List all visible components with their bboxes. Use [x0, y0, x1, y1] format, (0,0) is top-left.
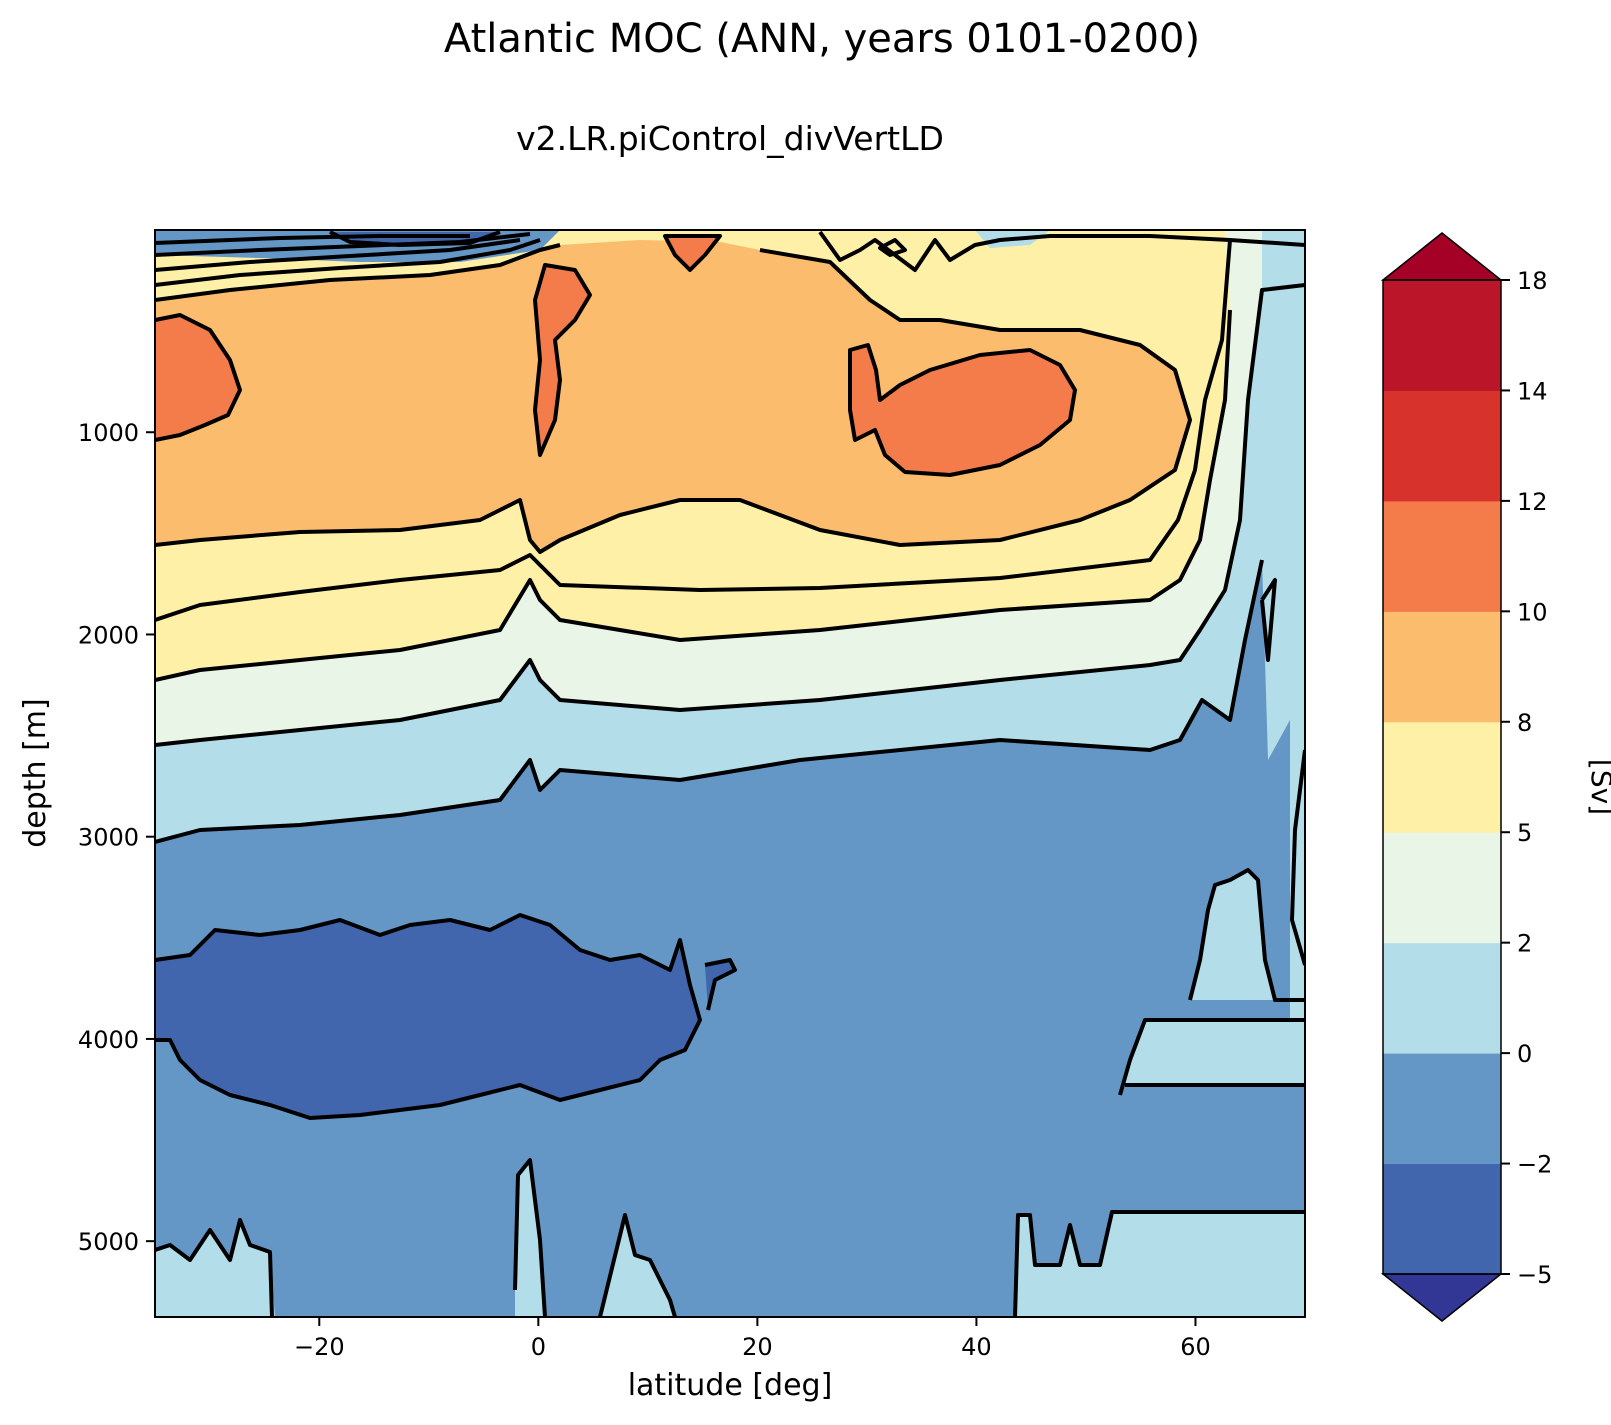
colorbar-tick-label: −2	[1517, 1151, 1552, 1179]
colorbar-extend-high	[1380, 232, 1504, 281]
plot-frame	[154, 229, 1306, 1318]
colorbar-band	[1383, 942, 1501, 1054]
band-10-12-equator	[535, 265, 590, 455]
contour-surface-a	[155, 243, 561, 302]
band-0-2-bottom-east	[1015, 1212, 1305, 1317]
chart-title: Atlantic MOC (ANN, years 0101-0200)	[444, 16, 1200, 62]
y-tick-label: 5000	[78, 1228, 139, 1256]
contour-lines	[155, 230, 1305, 1317]
x-tick-label: 40	[961, 1333, 992, 1361]
contour-0-bottom-east	[1013, 1210, 1305, 1317]
colorbar-tick-label: 18	[1517, 267, 1548, 295]
contour-surface-f	[329, 230, 501, 247]
contour-10-south	[155, 313, 242, 442]
contour-ne-loop	[878, 238, 907, 257]
contour-neg2	[155, 913, 702, 1120]
colorbar-tick-label: −5	[1517, 1261, 1552, 1289]
contour-0-north-spike	[1260, 578, 1277, 662]
colorbar-band	[1383, 500, 1501, 612]
chart-subtitle: v2.LR.piControl_divVertLD	[516, 119, 944, 158]
colorbar-band	[1383, 1053, 1501, 1165]
x-axis-label: latitude [deg]	[628, 1368, 833, 1403]
y-axis: 1000 2000 3000 4000 5000	[78, 419, 155, 1256]
contour-0-east-edge	[1290, 749, 1305, 966]
x-tick-label: 20	[742, 1333, 773, 1361]
contour-0-shelf-top	[1118, 1018, 1305, 1096]
band-0-2-bottom-eq	[515, 1160, 545, 1317]
colorbar-label: [Sv]	[1585, 759, 1611, 815]
colorbar: −5 −2 0 2 5 8 10 12 14 18	[1380, 232, 1552, 1322]
colorbar-band	[1383, 390, 1501, 502]
contour-field	[155, 230, 1305, 1317]
colorbar-band	[1383, 611, 1501, 723]
y-tick-label: 4000	[78, 1026, 139, 1054]
colorbar-extend-low	[1380, 1273, 1504, 1322]
contour-5	[155, 239, 1232, 622]
contour-10-surface	[663, 234, 722, 272]
band-0-2-shelf	[1120, 1020, 1305, 1095]
y-tick-label: 2000	[78, 621, 139, 649]
x-tick-label: 0	[531, 1333, 546, 1361]
colorbar-band	[1383, 832, 1501, 944]
x-axis: −20 0 20 40 60	[294, 1317, 1211, 1361]
y-tick-label: 1000	[78, 419, 139, 447]
contour-surface-north	[818, 230, 1305, 272]
contour-0	[155, 559, 1264, 844]
colorbar-band	[1383, 721, 1501, 833]
contour-3	[155, 309, 1232, 682]
contour-0-north-deep	[1188, 868, 1305, 1002]
colorbar-band	[1383, 280, 1501, 391]
band-10-12-surface	[665, 236, 720, 270]
contour-surface-b	[155, 238, 541, 287]
x-tick-label: −20	[294, 1333, 345, 1361]
colorbar-frame	[1382, 279, 1502, 1275]
contour-0-bottom-eq	[513, 1158, 547, 1317]
contour-surface-c	[155, 238, 521, 272]
contour-10-north	[848, 343, 1077, 477]
colorbar-tick-label: 2	[1517, 930, 1532, 958]
y-tick-label: 3000	[78, 824, 139, 852]
colorbar-tick-label: 14	[1517, 377, 1548, 405]
contour-surface-e	[155, 234, 470, 245]
colorbar-band	[1383, 1163, 1501, 1275]
band-10-12-north	[850, 345, 1075, 475]
contour-10-equator	[533, 263, 592, 457]
band-0-2-bottom-west	[155, 1220, 275, 1317]
colorbar-tick-label: 12	[1517, 488, 1548, 516]
colorbar-tick-label: 0	[1517, 1040, 1532, 1068]
contour-0-bottom-west	[155, 1218, 274, 1317]
contour-0-bottom-mid	[598, 1213, 677, 1317]
x-tick-label: 60	[1180, 1333, 1211, 1361]
colorbar-tick-label: 8	[1517, 709, 1532, 737]
y-axis-label: depth [m]	[18, 698, 53, 848]
colorbar-tick-label: 10	[1517, 598, 1548, 626]
band-neg5-neg2	[155, 915, 700, 1118]
contour-8	[155, 248, 1192, 554]
contour-2	[155, 283, 1305, 747]
contour-neg2-tip	[704, 958, 737, 1011]
colorbar-tick-label: 5	[1517, 819, 1532, 847]
